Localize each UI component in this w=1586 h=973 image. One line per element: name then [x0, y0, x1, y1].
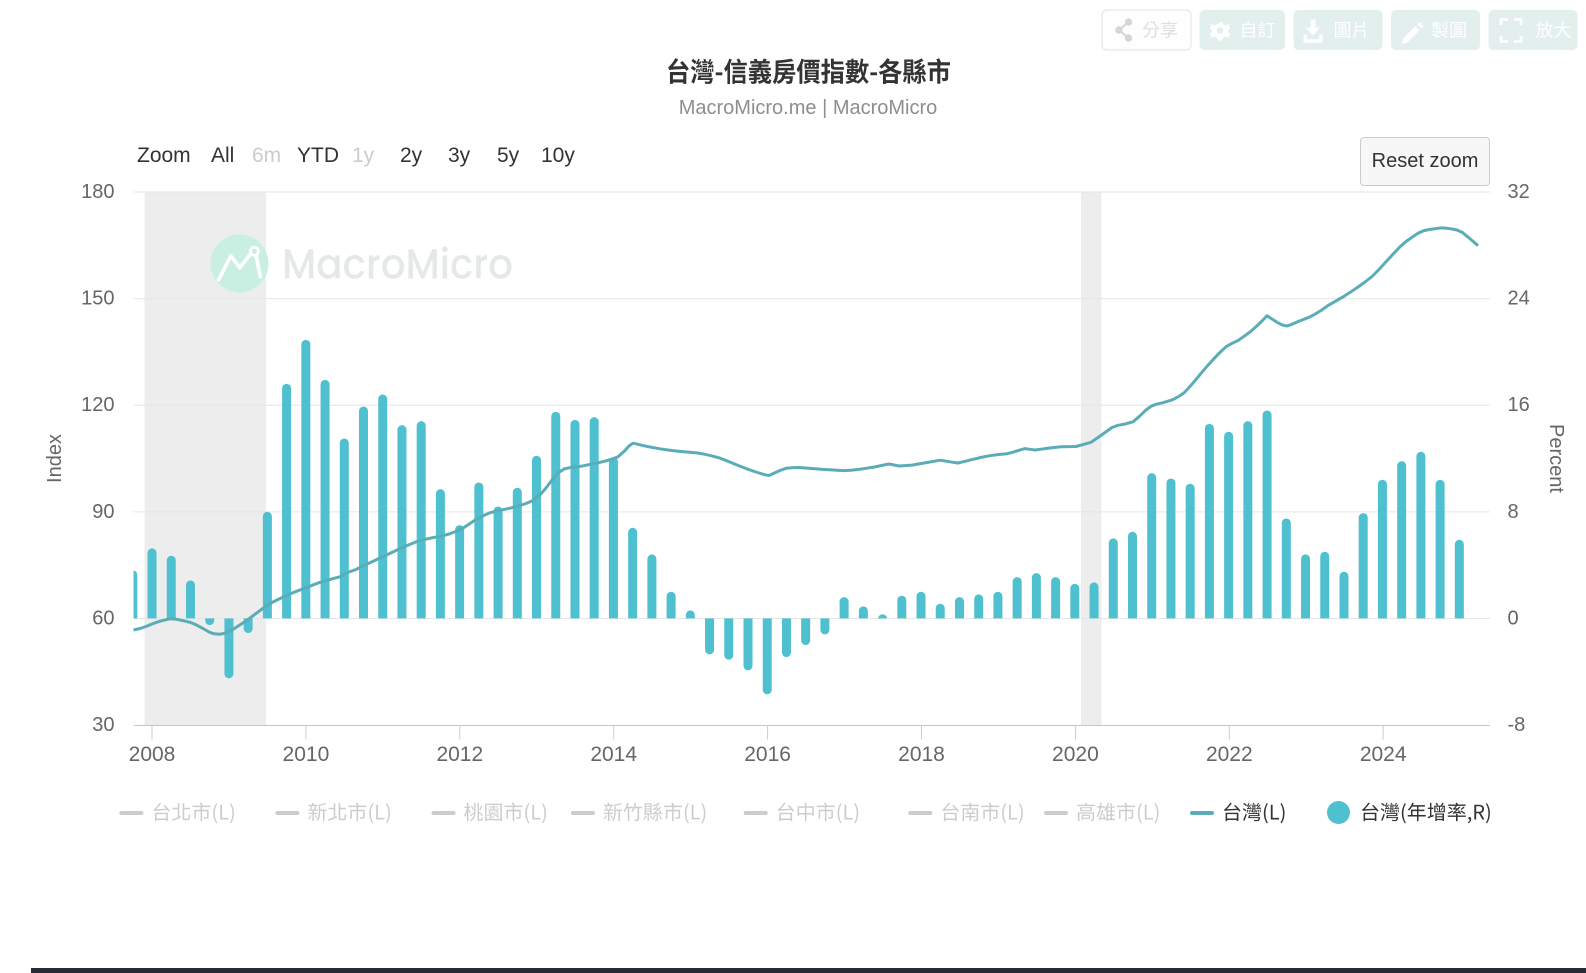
- svg-text:90: 90: [92, 501, 114, 523]
- svg-text:150: 150: [81, 288, 114, 310]
- svg-text:8: 8: [1508, 501, 1519, 523]
- svg-text:24: 24: [1508, 288, 1530, 310]
- svg-text:60: 60: [92, 608, 114, 630]
- svg-text:2022: 2022: [1206, 743, 1253, 766]
- svg-text:2020: 2020: [1052, 743, 1099, 766]
- svg-text:2016: 2016: [744, 743, 791, 766]
- svg-text:2024: 2024: [1360, 743, 1407, 766]
- svg-text:2008: 2008: [129, 743, 176, 766]
- svg-text:-8: -8: [1508, 714, 1526, 736]
- svg-text:32: 32: [1508, 181, 1530, 203]
- svg-text:Percent: Percent: [1545, 424, 1567, 493]
- svg-text:180: 180: [81, 181, 114, 203]
- svg-text:Index: Index: [44, 434, 66, 483]
- svg-text:16: 16: [1508, 394, 1530, 416]
- svg-text:30: 30: [92, 714, 114, 736]
- svg-text:2010: 2010: [283, 743, 330, 766]
- svg-text:2012: 2012: [436, 743, 483, 766]
- svg-text:2014: 2014: [590, 743, 637, 766]
- svg-text:0: 0: [1508, 608, 1519, 630]
- svg-text:120: 120: [81, 394, 114, 416]
- svg-text:2018: 2018: [898, 743, 945, 766]
